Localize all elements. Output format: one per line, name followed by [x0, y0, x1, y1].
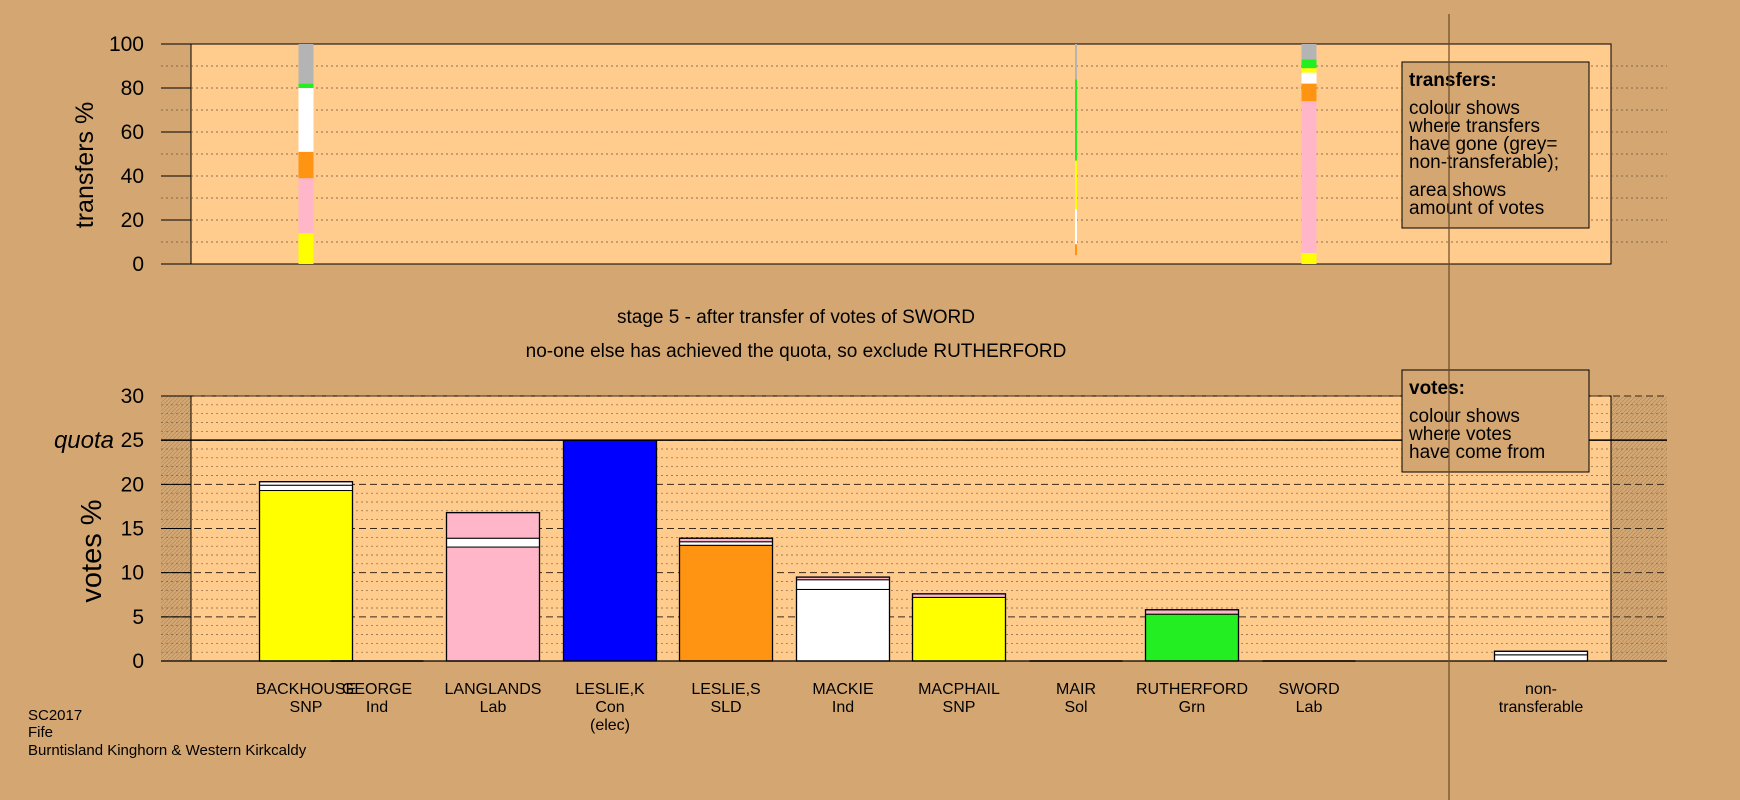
candidate-label: Lab [480, 699, 507, 716]
candidate-segment [259, 490, 353, 662]
footer-line: Fife [28, 724, 53, 741]
y-tick-label: 25 [121, 429, 144, 452]
transfer-segment [298, 151, 314, 179]
votes-legend-title: votes: [1409, 378, 1465, 399]
candidate-label: Grn [1179, 699, 1206, 716]
transfers-panel: 0 20 40 60 80 100 transfers % transfers: colo… [71, 33, 1667, 276]
y-tick-label: 5 [132, 606, 144, 629]
y-tick-label: 30 [121, 385, 144, 408]
candidate-label: SNP [290, 699, 323, 716]
candidate-segment [796, 579, 890, 590]
candidate-label: Ind [832, 699, 854, 716]
transfer-segment [1075, 244, 1077, 256]
y-tick-label: 60 [121, 121, 144, 144]
transfer-segment [1075, 209, 1077, 245]
transfers-legend-line: have gone (grey= [1409, 134, 1557, 155]
transfer-segment [298, 83, 314, 88]
transfer-segment [1301, 83, 1317, 102]
transfers-y-axis-label: transfers % [71, 102, 99, 228]
transfers-legend-line: where transfers [1408, 116, 1540, 137]
candidate-label: non- [1525, 681, 1557, 698]
candidate-label: SWORD [1278, 681, 1339, 698]
y-tick-label: 20 [121, 473, 144, 496]
candidate-label: BACKHOUSE [256, 681, 356, 698]
votes-y-axis-label: votes % [76, 499, 108, 602]
stage-subtitle: no-one else has achieved the quota, so e… [526, 341, 1067, 362]
candidate-label: LANGLANDS [445, 681, 542, 698]
y-tick-label: 0 [132, 650, 144, 673]
transfers-legend-line: non-transferable); [1409, 152, 1559, 173]
candidate-label: Ind [366, 699, 388, 716]
transfer-segment [1075, 160, 1077, 209]
y-tick-label: 10 [121, 562, 144, 585]
candidate-label: MACPHAIL [918, 681, 1000, 698]
candidate-label: Con [595, 699, 624, 716]
candidate-label: RUTHERFORD [1136, 681, 1248, 698]
candidate-segment [446, 537, 540, 548]
transfer-segment [1301, 72, 1317, 84]
candidate-labels: BACKHOUSESNPGEORGEIndLANGLANDSLabLESLIE,… [256, 681, 1584, 734]
transfers-bars [298, 44, 1317, 264]
y-tick-label: 80 [121, 77, 144, 100]
candidate-segment [1145, 613, 1239, 662]
transfer-segment [1075, 44, 1077, 80]
candidate-label: (elec) [590, 717, 630, 734]
candidate-segment [796, 588, 890, 662]
y-tick-label: 40 [121, 165, 144, 188]
transfer-segment [1301, 101, 1317, 253]
transfer-segment [298, 44, 314, 84]
candidate-label: SLD [710, 699, 741, 716]
stage-title: stage 5 - after transfer of votes of SWO… [617, 307, 975, 328]
candidate-segment [679, 541, 773, 546]
candidate-label: Lab [1296, 699, 1323, 716]
transfer-segment [298, 233, 314, 264]
candidate-label: GEORGE [342, 681, 412, 698]
candidate-label: LESLIE,K [575, 681, 645, 698]
candidate-segment [259, 484, 353, 492]
transfers-legend-line: colour shows [1409, 98, 1520, 119]
candidate-label: LESLIE,S [691, 681, 760, 698]
votes-y-ticks: 0 5 10 15 20 25 30 [121, 385, 1667, 673]
footer-line: Burntisland Kinghorn & Western Kirkcaldy [28, 742, 307, 759]
candidate-segment [679, 544, 773, 662]
votes-legend-line: have come from [1409, 442, 1545, 463]
votes-legend-line: where votes [1408, 424, 1511, 445]
candidate-segment [563, 439, 657, 662]
candidate-segment [446, 546, 540, 662]
transfers-y-ticks: 0 20 40 60 80 100 [109, 33, 191, 276]
candidate-label: SNP [943, 699, 976, 716]
transfers-legend-line: amount of votes [1409, 198, 1544, 219]
y-tick-label: 100 [109, 33, 144, 56]
transfer-segment [298, 88, 314, 152]
transfer-segment [1301, 253, 1317, 264]
non-transferable-segment [1494, 654, 1588, 662]
candidate-label: MAIR [1056, 681, 1096, 698]
candidate-segment [1145, 609, 1239, 615]
footer-line: SC2017 [28, 707, 82, 724]
votes-legend-line: colour shows [1409, 406, 1520, 427]
transfer-segment [1301, 68, 1317, 73]
votes-legend: votes: colour shows where votes have com… [1401, 369, 1590, 473]
transfers-legend-title: transfers: [1409, 70, 1497, 91]
transfer-segment [1301, 44, 1317, 60]
transfer-segment [1301, 59, 1317, 69]
y-tick-label: 20 [121, 209, 144, 232]
y-tick-label: 15 [121, 518, 144, 541]
quota-label: quota [54, 427, 114, 454]
candidate-label: MACKIE [812, 681, 873, 698]
y-tick-label: 0 [132, 253, 144, 276]
candidate-label: transferable [1499, 699, 1584, 716]
candidate-segment [446, 512, 540, 539]
transfer-segment [298, 178, 314, 234]
transfers-legend: transfers: colour shows where transfers … [1401, 61, 1590, 229]
footer: SC2017 Fife Burntisland Kinghorn & Weste… [28, 707, 307, 759]
transfers-legend-line: area shows [1409, 180, 1506, 201]
transfer-segment [1075, 79, 1077, 161]
candidate-label: Sol [1064, 699, 1087, 716]
candidate-segment [912, 596, 1006, 662]
